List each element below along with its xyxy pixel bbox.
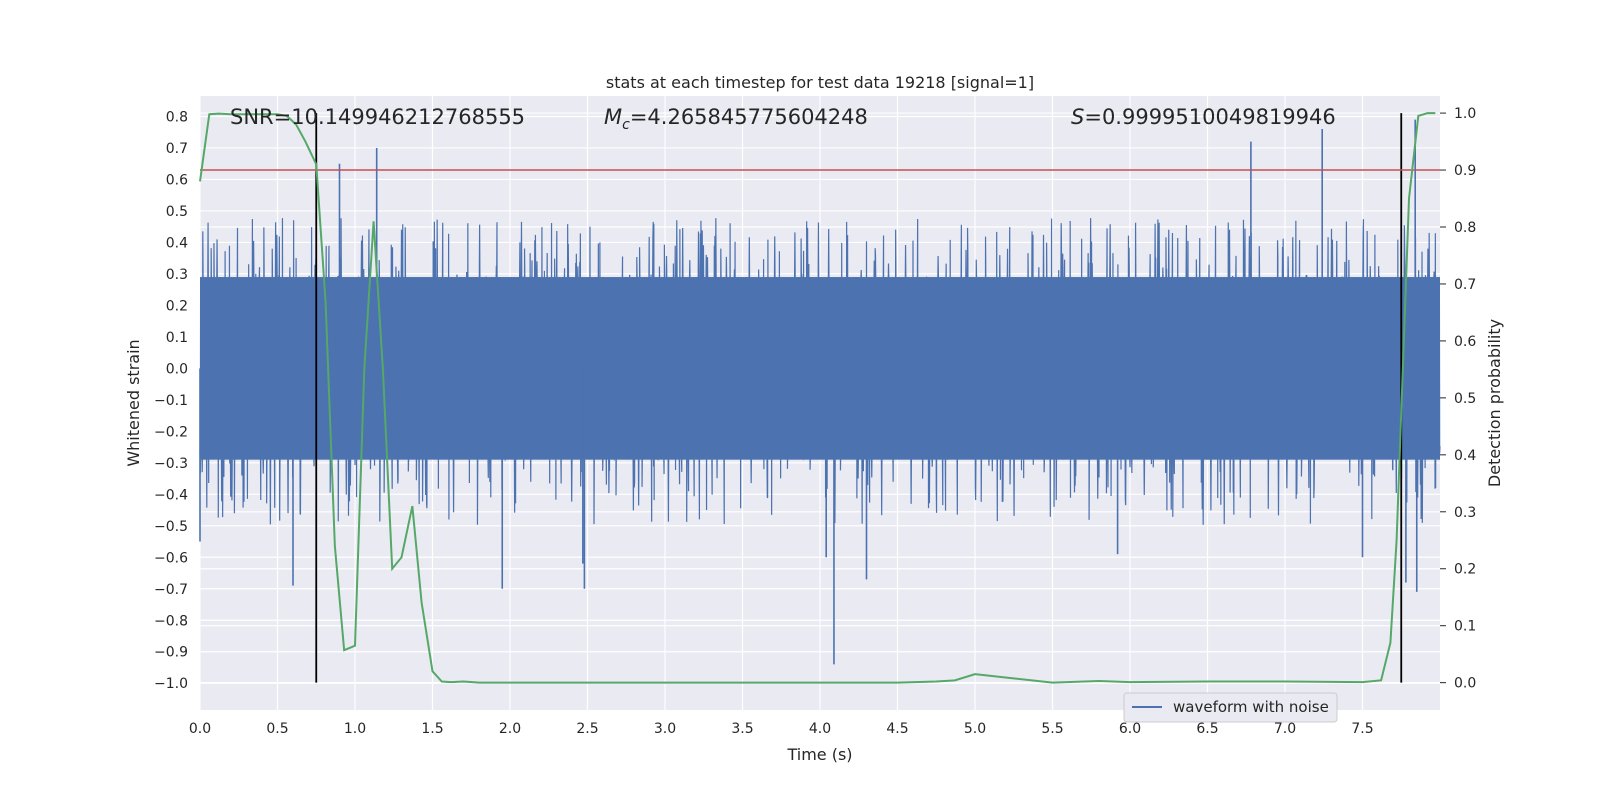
waveform-core-band [200,277,1440,460]
x-tick-label: 6.0 [1119,721,1141,737]
y-tick-label: −0.6 [154,550,188,566]
y-axis-ticks: 0.8 0.7 0.6 0.5 0.4 0.3 0.2 0.1 0.0 −0.1 −0.2 −0.3 −… [154,109,188,692]
waveform-series [199,119,1441,665]
y2-tick-label: 0.9 [1454,163,1476,179]
detection-probability-line [199,112,1436,684]
y2-axis-ticks: 0.0 0.1 0.2 0.3 0.4 0.5 0.6 0.7 0.8 0.9 1.0 [1440,106,1476,692]
chirp-mass-subscript: c [622,117,630,133]
y2-tick-label: 0.4 [1454,448,1476,464]
y-tick-label: 0.0 [166,361,188,377]
y-tick-label: −0.8 [154,613,188,629]
x-tick-label: 5.5 [1041,721,1063,737]
y2-tick-label: 1.0 [1454,106,1476,122]
y2-tick-label: 0.0 [1454,676,1476,692]
x-tick-label: 1.0 [344,721,366,737]
y-tick-label: −0.3 [154,456,188,472]
score-symbol: S [1071,105,1084,129]
x-tick-label: 3.5 [731,721,753,737]
y-tick-label: −0.9 [154,645,188,661]
y-tick-label: −1.0 [154,676,188,692]
x-tick-label: 1.5 [421,721,443,737]
y-tick-label: 0.5 [166,204,188,220]
legend-label: waveform with noise [1173,698,1329,716]
y-tick-label: −0.4 [154,487,188,503]
x-tick-label: 0.5 [266,721,288,737]
y-tick-label: −0.5 [154,519,188,535]
y-tick-label: 0.2 [166,298,188,314]
x-tick-label: 4.0 [809,721,831,737]
x-tick-label: 7.0 [1274,721,1296,737]
x-tick-label: 2.5 [576,721,598,737]
y-tick-label: 0.8 [166,109,188,125]
y2-tick-label: 0.8 [1454,220,1476,236]
legend-box [1123,692,1338,723]
snr-annotation: SNR=10.149946212768555 [230,105,525,129]
y2-tick-label: 0.3 [1454,505,1476,521]
x-tick-label: 5.0 [964,721,986,737]
y2-tick-label: 0.7 [1454,277,1476,293]
y-axis-label: Whitened strain [124,339,143,466]
probability-series [199,112,1440,684]
y2-tick-label: 0.1 [1454,619,1476,635]
x-tick-label: 3.0 [654,721,676,737]
y-tick-label: 0.1 [166,330,188,346]
y2-tick-label: 0.5 [1454,391,1476,407]
chirp-mass-value: =4.265845775604248 [630,105,868,129]
chart-title: stats at each timestep for test data 192… [606,73,1034,92]
x-axis-ticks: 0.0 0.5 1.0 1.5 2.0 2.5 3.0 3.5 4.0 4.5 5.0 5.5 6.0 6… [189,721,1374,737]
legend: waveform with noise [1123,692,1338,723]
x-tick-label: 0.0 [189,721,211,737]
chirp-mass-symbol: M [604,105,622,129]
y-tick-label: 0.7 [166,141,188,157]
chirp-mass-annotation: Mc=4.265845775604248 [604,105,868,133]
y-tick-label: 0.4 [166,235,188,251]
score-value: =0.9999510049819946 [1084,105,1335,129]
y2-tick-label: 0.6 [1454,334,1476,350]
x-tick-label: 2.0 [499,721,521,737]
x-tick-label: 7.5 [1351,721,1373,737]
y-tick-label: 0.6 [166,172,188,188]
y-tick-label: −0.1 [154,393,188,409]
x-tick-label: 6.5 [1196,721,1218,737]
y2-axis-label: Detection probability [1485,319,1504,487]
x-tick-label: 4.5 [886,721,908,737]
y2-tick-label: 0.2 [1454,562,1476,578]
y-tick-label: 0.3 [166,267,188,283]
x-axis-label: Time (s) [786,745,852,764]
y-tick-label: −0.2 [154,424,188,440]
y-tick-label: −0.7 [154,582,188,598]
score-annotation: S=0.9999510049819946 [1071,105,1336,129]
